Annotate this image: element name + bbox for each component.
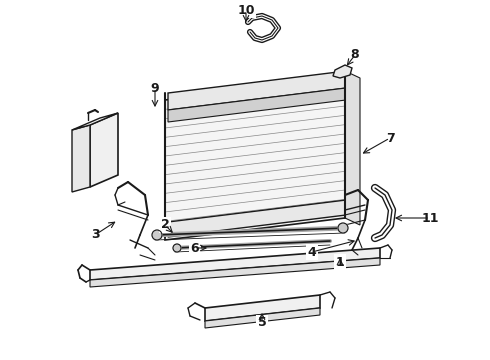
Text: 7: 7 bbox=[386, 131, 394, 144]
Polygon shape bbox=[90, 248, 380, 280]
Text: 10: 10 bbox=[237, 4, 255, 17]
Polygon shape bbox=[205, 308, 320, 328]
Circle shape bbox=[173, 244, 181, 252]
Text: 5: 5 bbox=[258, 316, 267, 329]
Text: 4: 4 bbox=[308, 246, 317, 258]
Polygon shape bbox=[90, 113, 118, 187]
Polygon shape bbox=[72, 125, 90, 192]
Polygon shape bbox=[168, 71, 346, 110]
Text: 3: 3 bbox=[91, 229, 99, 242]
Polygon shape bbox=[168, 200, 346, 237]
Text: 9: 9 bbox=[151, 81, 159, 94]
Polygon shape bbox=[168, 88, 346, 122]
Polygon shape bbox=[165, 78, 345, 240]
Polygon shape bbox=[333, 65, 352, 78]
Text: 8: 8 bbox=[351, 49, 359, 62]
Polygon shape bbox=[205, 295, 320, 321]
Circle shape bbox=[152, 230, 162, 240]
Text: 2: 2 bbox=[161, 219, 170, 231]
Polygon shape bbox=[345, 71, 360, 225]
Polygon shape bbox=[72, 113, 118, 130]
Polygon shape bbox=[90, 258, 380, 287]
Text: 11: 11 bbox=[421, 211, 439, 225]
Circle shape bbox=[338, 223, 348, 233]
Text: 6: 6 bbox=[191, 242, 199, 255]
Text: 1: 1 bbox=[336, 256, 344, 269]
